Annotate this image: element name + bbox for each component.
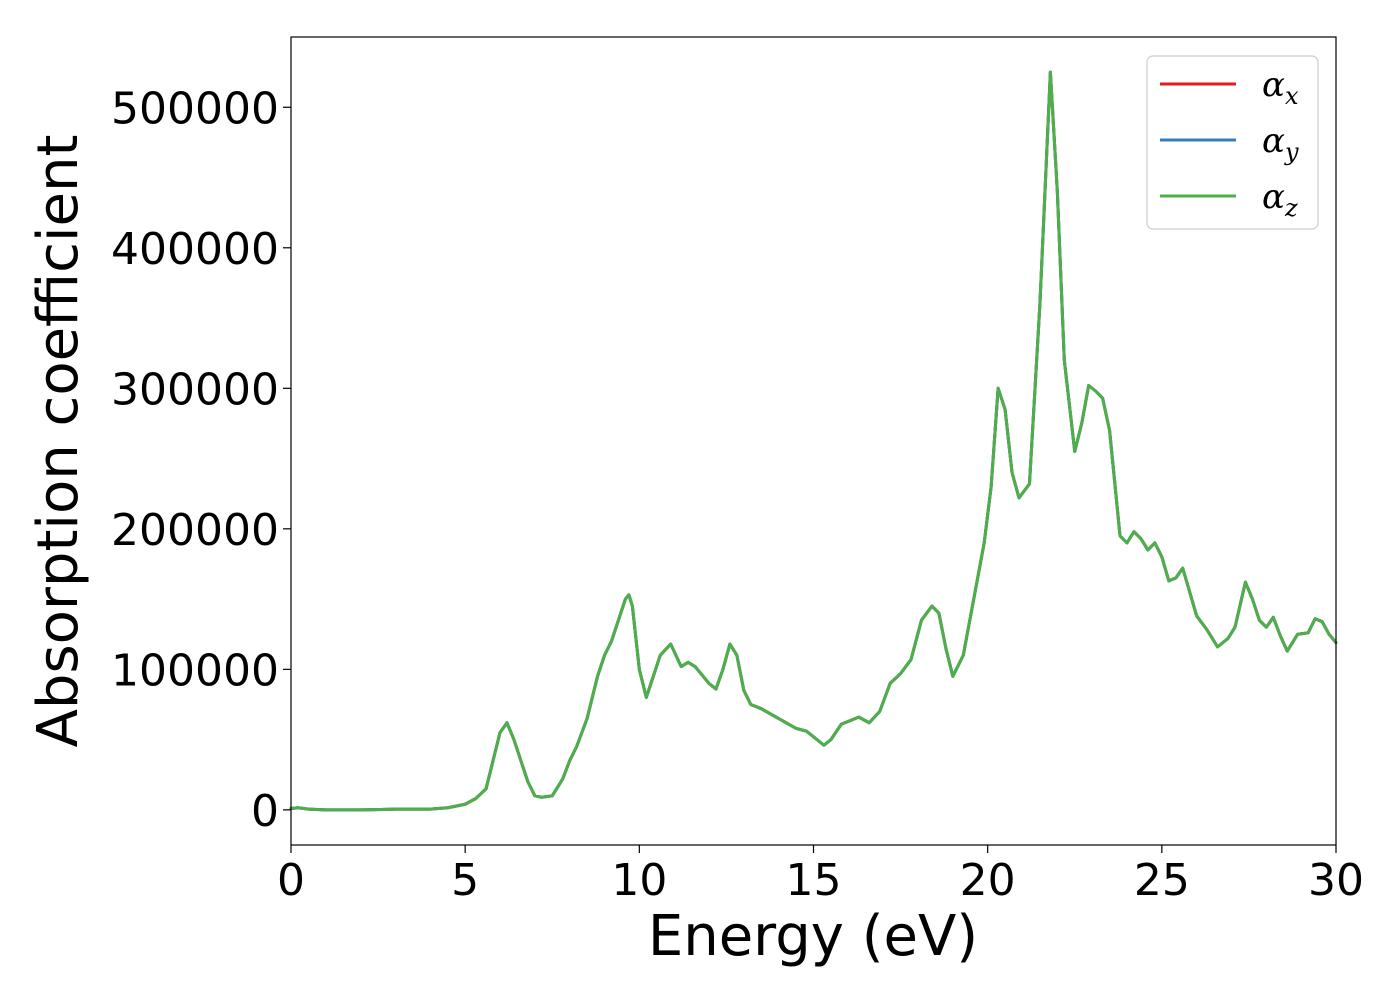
x-tick-label: 10: [611, 855, 667, 906]
y-tick-label: 300000: [111, 364, 279, 415]
y-tick-label: 500000: [111, 83, 279, 134]
y-tick-label: 100000: [111, 645, 279, 696]
x-tick-label: 0: [277, 855, 305, 906]
y-axis-title: Absorption coefficient: [26, 135, 91, 748]
y-tick-label: 200000: [111, 505, 279, 556]
x-tick-label: 15: [786, 855, 842, 906]
legend-label: αz: [1262, 177, 1298, 222]
x-tick-label: 5: [451, 855, 479, 906]
y-tick-label: 0: [251, 786, 279, 837]
x-axis-ticks: 0 5 10 15 20 25 30: [277, 845, 1364, 906]
legend-subscript: x: [1285, 82, 1299, 110]
legend-subscript: z: [1284, 194, 1298, 222]
x-tick-label: 25: [1134, 855, 1190, 906]
legend-symbol: α: [1262, 177, 1285, 217]
series-layer: [289, 70, 1338, 812]
legend-label: αy: [1262, 121, 1299, 166]
x-axis-title: Energy (eV): [648, 904, 978, 969]
legend-box: [1146, 55, 1319, 230]
y-tick-label: 400000: [111, 224, 279, 275]
y-axis-ticks: 0 100000 200000 300000 400000 500000: [111, 83, 291, 837]
series-line-3: [289, 70, 1338, 812]
legend-symbol: α: [1262, 65, 1285, 105]
legend-subscript: y: [1284, 138, 1299, 166]
legend-symbol: α: [1262, 121, 1285, 161]
x-tick-label: 20: [960, 855, 1016, 906]
legend-label: αx: [1262, 65, 1299, 110]
x-tick-label: 30: [1308, 855, 1364, 906]
